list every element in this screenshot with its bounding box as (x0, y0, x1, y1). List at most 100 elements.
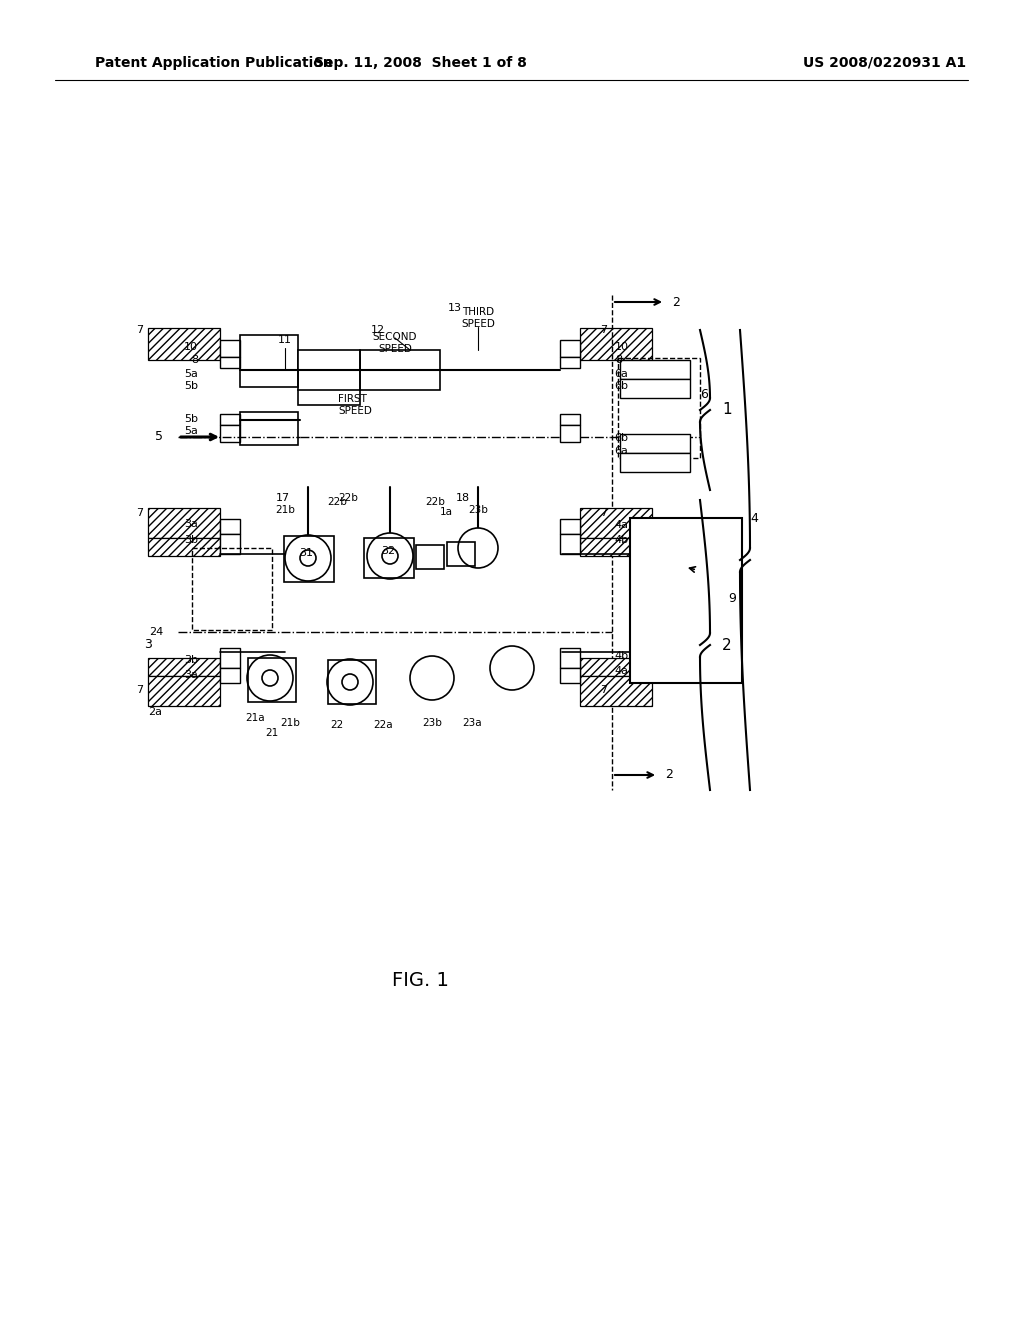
Circle shape (490, 645, 534, 690)
Circle shape (458, 528, 498, 568)
Text: 22: 22 (331, 719, 344, 730)
Text: 2a: 2a (148, 708, 162, 717)
Bar (364, 539, 414, 578)
Text: 6b: 6b (614, 433, 628, 444)
Bar (620, 453, 690, 473)
Bar (560, 356, 580, 368)
Bar (618, 358, 700, 458)
Text: 2: 2 (722, 638, 731, 652)
Bar (560, 414, 580, 425)
Text: THIRD
SPEED: THIRD SPEED (461, 308, 495, 329)
Bar (220, 648, 240, 668)
Bar (580, 657, 652, 676)
Text: 5a: 5a (184, 370, 198, 379)
Bar (560, 425, 580, 442)
Bar (240, 335, 298, 387)
Text: FIRST
SPEED: FIRST SPEED (338, 395, 372, 416)
Text: 6b: 6b (614, 381, 628, 391)
Text: 18: 18 (456, 492, 470, 503)
Text: 7: 7 (600, 325, 607, 335)
Text: 8: 8 (615, 355, 623, 366)
Bar (284, 536, 334, 582)
Text: 5b: 5b (184, 414, 198, 424)
Bar (148, 676, 220, 706)
Circle shape (262, 671, 278, 686)
Text: 1: 1 (722, 403, 731, 417)
Bar (298, 389, 360, 405)
Bar (360, 350, 440, 389)
Text: 7: 7 (600, 685, 607, 696)
Text: 21a: 21a (245, 713, 265, 723)
Bar (447, 543, 475, 566)
Bar (416, 545, 444, 569)
Bar (560, 535, 580, 554)
Bar (148, 539, 220, 556)
Text: 4b: 4b (614, 535, 628, 545)
Text: 9: 9 (728, 591, 736, 605)
Bar (580, 327, 652, 360)
Bar (580, 676, 652, 706)
Text: 12: 12 (371, 325, 385, 335)
Text: 4b: 4b (614, 651, 628, 661)
Bar (328, 660, 376, 704)
Text: 3b: 3b (184, 655, 198, 665)
Bar (620, 434, 690, 453)
Text: SECOND
SPEED: SECOND SPEED (373, 333, 417, 354)
Bar (148, 508, 220, 539)
Circle shape (367, 533, 413, 579)
Bar (560, 519, 580, 535)
Text: 21: 21 (265, 729, 279, 738)
Bar (248, 657, 296, 702)
Text: Sep. 11, 2008  Sheet 1 of 8: Sep. 11, 2008 Sheet 1 of 8 (313, 55, 526, 70)
Circle shape (342, 675, 358, 690)
Text: 23b: 23b (468, 506, 487, 515)
Bar (193, 548, 272, 630)
Text: 17: 17 (275, 492, 290, 503)
Text: 3a: 3a (184, 519, 198, 529)
Text: 22a: 22a (373, 719, 393, 730)
Text: 24: 24 (148, 627, 163, 638)
Bar (630, 517, 742, 682)
Text: 2: 2 (665, 768, 673, 781)
Bar (220, 414, 240, 425)
Bar (298, 350, 360, 370)
Bar (148, 657, 220, 676)
Text: 5a: 5a (184, 426, 198, 436)
Text: 7: 7 (136, 325, 143, 335)
Text: 8: 8 (190, 355, 198, 366)
Text: 11: 11 (278, 335, 292, 345)
Text: 22b: 22b (425, 498, 445, 507)
Bar (220, 535, 240, 554)
Text: US 2008/0220931 A1: US 2008/0220931 A1 (804, 55, 967, 70)
Text: 3a: 3a (184, 671, 198, 680)
Text: 4a: 4a (614, 520, 628, 531)
Text: Patent Application Publication: Patent Application Publication (95, 55, 333, 70)
Text: 5b: 5b (184, 381, 198, 391)
Text: 4: 4 (750, 511, 758, 524)
Text: 4a: 4a (614, 667, 628, 676)
Text: 23a: 23a (462, 718, 482, 729)
Bar (560, 668, 580, 682)
Bar (560, 648, 580, 668)
Bar (620, 379, 690, 399)
Circle shape (247, 655, 293, 701)
Bar (220, 425, 240, 442)
Circle shape (285, 535, 331, 581)
Bar (580, 539, 652, 556)
Text: 23b: 23b (422, 718, 442, 729)
Text: 22b: 22b (338, 492, 358, 503)
Bar (220, 519, 240, 535)
Text: FIG. 1: FIG. 1 (391, 970, 449, 990)
Text: 3: 3 (144, 639, 152, 652)
Text: 32: 32 (381, 546, 395, 556)
Circle shape (327, 659, 373, 705)
Text: 21b: 21b (275, 506, 295, 515)
Text: 31: 31 (299, 548, 313, 558)
Text: 1a: 1a (440, 507, 453, 517)
Bar (220, 668, 240, 682)
Bar (620, 360, 690, 379)
Text: 6a: 6a (614, 370, 628, 379)
Circle shape (382, 548, 398, 564)
Text: 5: 5 (155, 430, 163, 444)
Circle shape (410, 656, 454, 700)
